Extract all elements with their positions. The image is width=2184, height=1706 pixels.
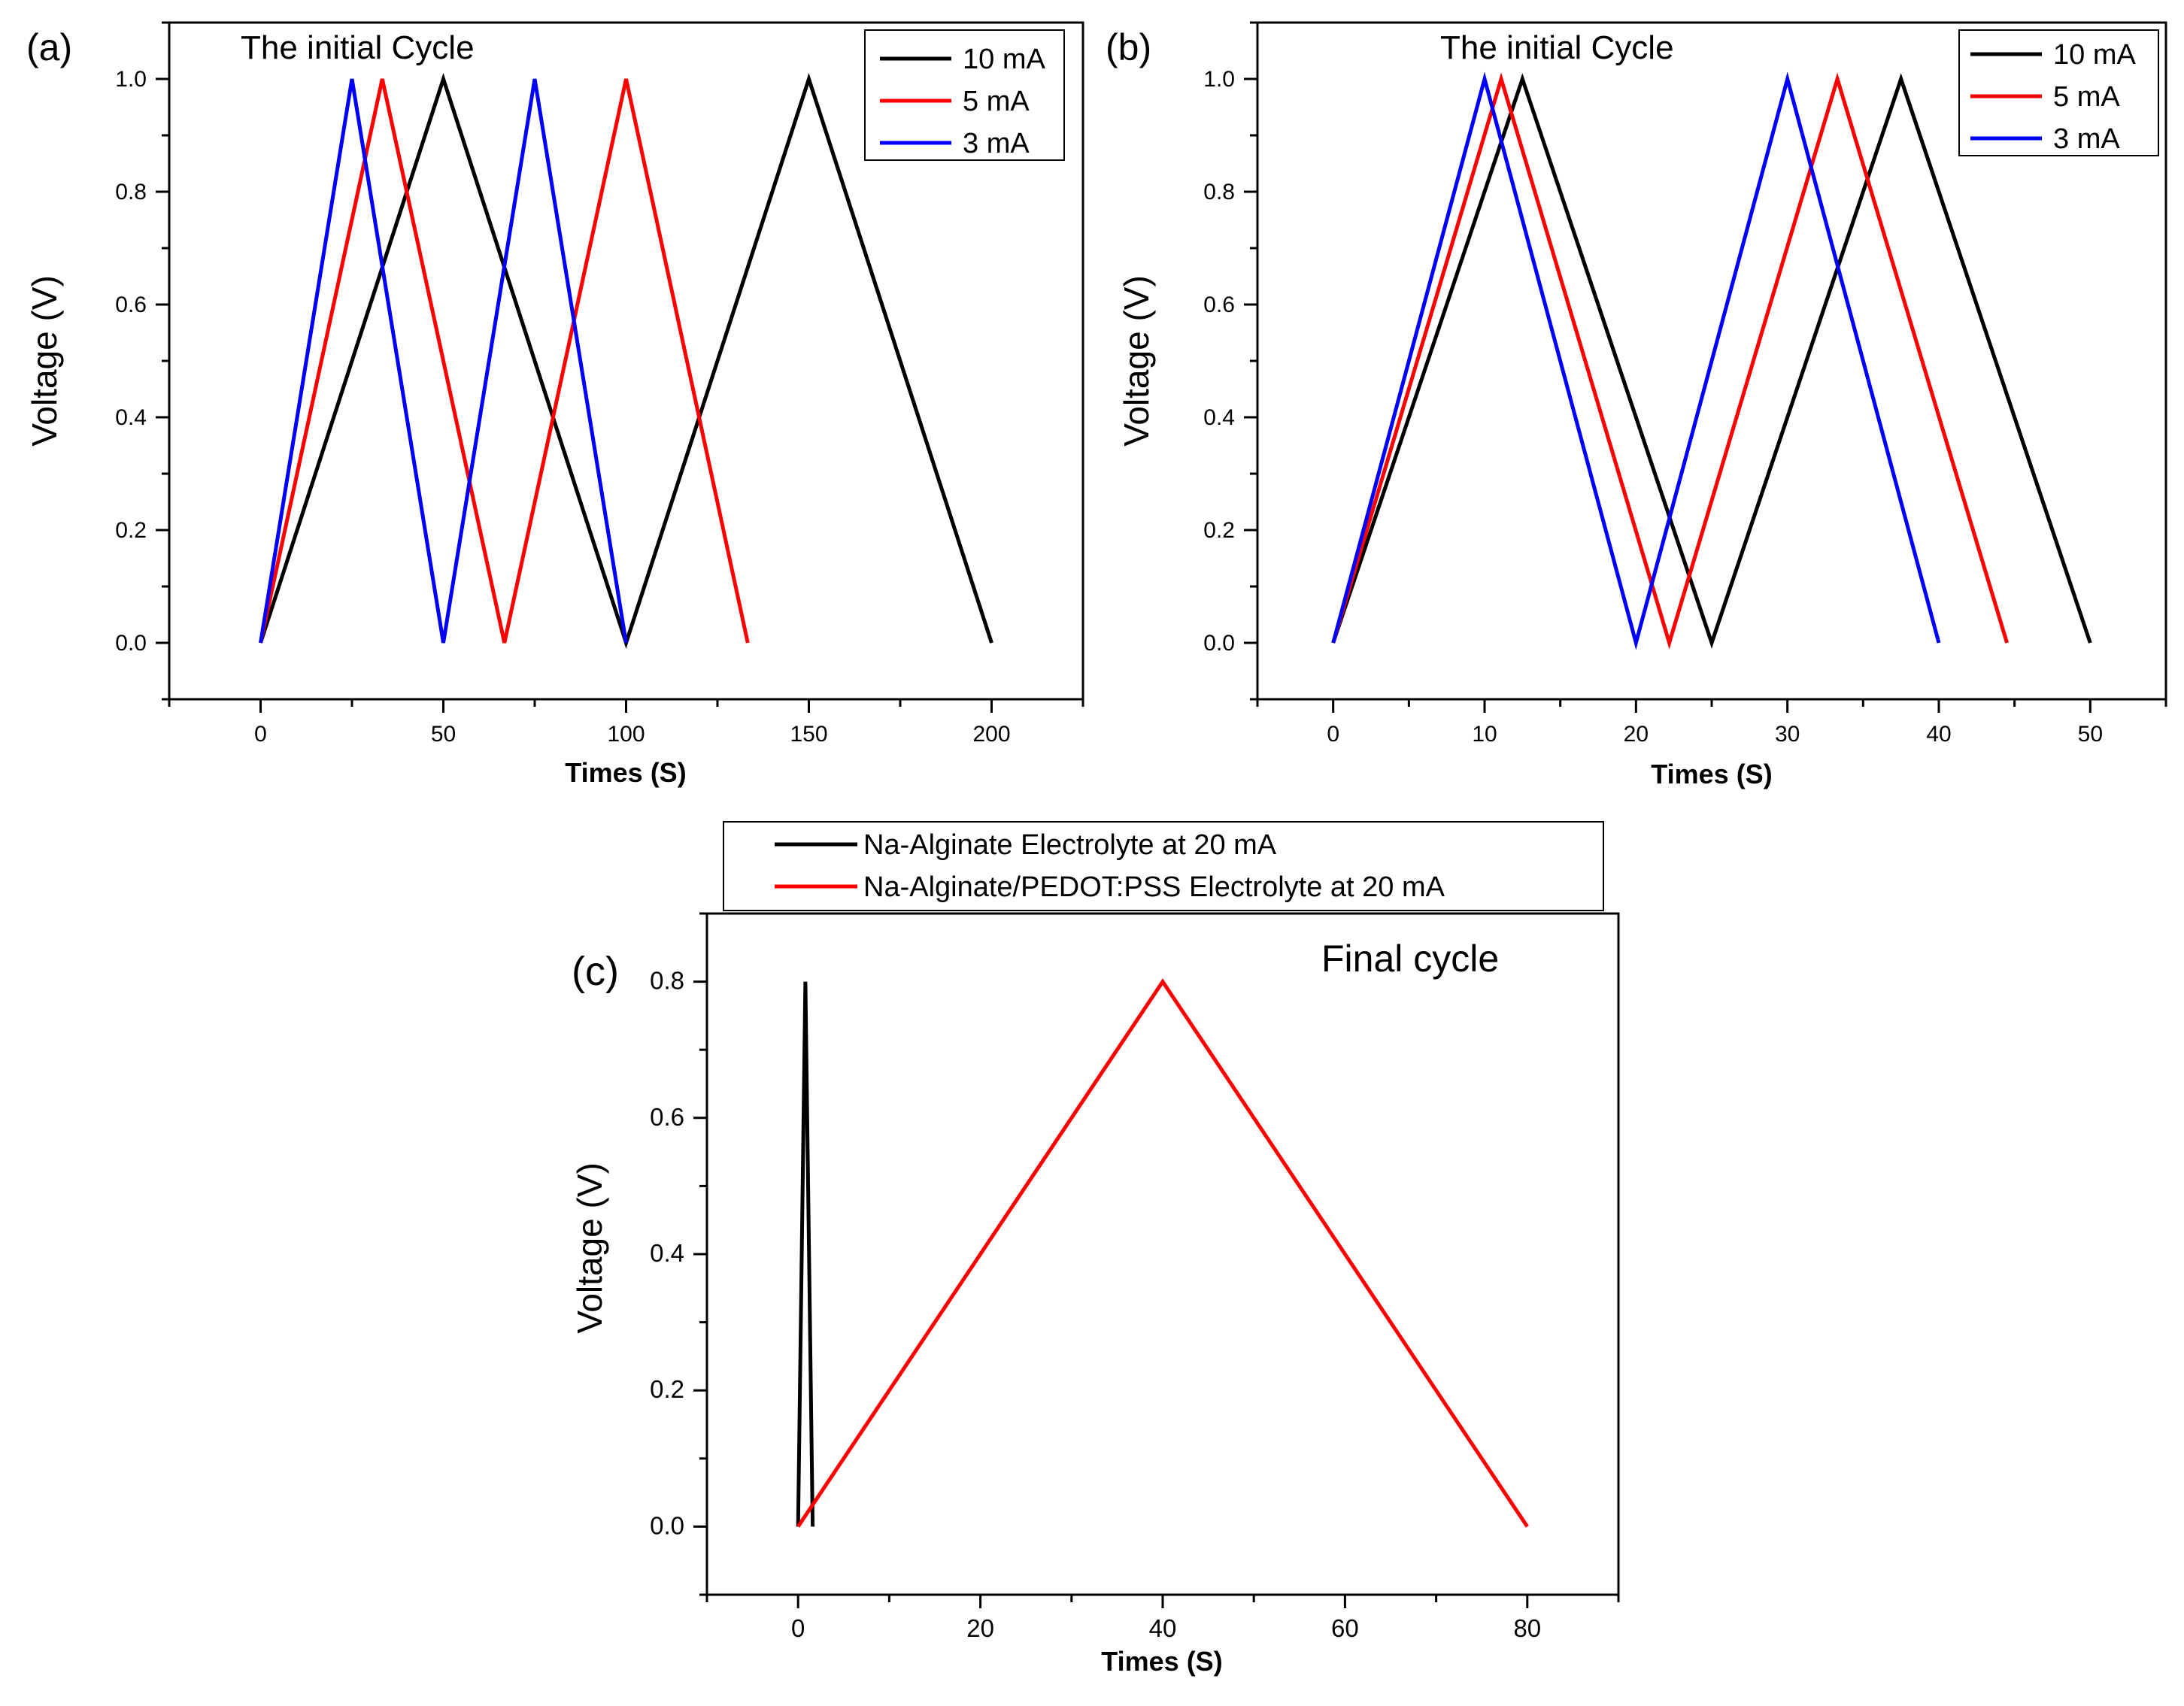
chart-panel-2: 0 20 40 60 80 0.0 0.2 0.4 0.6 0.8 Times (S) Voltage… — [570, 821, 1620, 1677]
y-tick-label: 0.8 — [1203, 180, 1235, 205]
legend-entry: 5 mA — [963, 86, 1030, 117]
series-line-3-ma — [1331, 71, 1941, 650]
y-tick-label: 0.6 — [1203, 292, 1235, 317]
panel-label: (b) — [1106, 26, 1151, 68]
y-tick-label: 0.2 — [650, 1375, 684, 1403]
x-tick-label: 60 — [1331, 1614, 1359, 1642]
series-line-5-ma — [1331, 72, 2009, 650]
series-line-na-alginate-pedot-pss-electrolyte-at-20-ma — [796, 978, 1529, 1528]
x-tick-label: 50 — [2078, 722, 2103, 747]
x-tick-label: 100 — [607, 722, 645, 747]
x-tick-label: 0 — [791, 1614, 805, 1642]
x-tick-label: 200 — [972, 722, 1010, 747]
y-axis-label: Voltage (V) — [1117, 275, 1156, 447]
legend-box — [723, 821, 1604, 911]
legend-entry: 10 mA — [2053, 39, 2136, 71]
y-tick-label: 0.2 — [1203, 518, 1235, 543]
series-line-10-ma — [1331, 73, 2092, 649]
legend-entry: Na-Alginate/PEDOT:PSS Electrolyte at 20 … — [863, 871, 1445, 903]
x-axis-label: Times (S) — [1101, 1646, 1222, 1677]
chart-title: The initial Cycle — [1440, 29, 1674, 66]
y-tick-label: 0.2 — [115, 518, 147, 543]
legend-entry: 3 mA — [2053, 123, 2120, 155]
y-tick-label: 0.0 — [650, 1511, 684, 1539]
panel-label: (a) — [26, 26, 72, 68]
y-tick-label: 0.0 — [115, 631, 147, 656]
legend-entry: 3 mA — [963, 128, 1030, 159]
x-axis-label: Times (S) — [1651, 759, 1772, 789]
y-tick-label: 1.0 — [115, 67, 147, 92]
y-tick-label: 0.0 — [1203, 631, 1235, 656]
y-tick-label: 1.0 — [1203, 67, 1235, 92]
plot-frame — [705, 912, 1620, 1596]
y-axis-label: Voltage (V) — [570, 1162, 609, 1334]
x-tick-label: 0 — [254, 722, 267, 747]
y-tick-label: 0.8 — [115, 180, 147, 205]
legend-entry: 10 mA — [963, 44, 1045, 75]
x-tick-label: 20 — [1624, 722, 1649, 747]
chart-panel-0: 0 50 100 150 200 0.0 0.2 0.4 0.6 0.8 1.0 Times (S) V… — [25, 21, 1084, 788]
legend-entry: 5 mA — [2053, 81, 2120, 113]
chart-title: Final cycle — [1321, 938, 1499, 980]
y-tick-label: 0.8 — [650, 967, 684, 995]
x-tick-label: 10 — [1472, 722, 1497, 747]
y-tick-label: 0.4 — [1203, 405, 1235, 430]
chart-panel-1: 0 10 20 30 40 50 0.0 0.2 0.4 0.6 0.8 1.0 Times (S) Vo… — [1106, 21, 2167, 789]
x-tick-label: 40 — [1926, 722, 1951, 747]
y-tick-label: 0.6 — [650, 1103, 684, 1131]
x-tick-label: 20 — [966, 1614, 994, 1642]
x-tick-label: 30 — [1775, 722, 1800, 747]
legend-entry: Na-Alginate Electrolyte at 20 mA — [863, 829, 1277, 861]
series-line-10-ma — [259, 72, 993, 650]
y-tick-label: 0.6 — [115, 292, 147, 317]
y-tick-label: 0.4 — [650, 1239, 684, 1267]
legend-box — [1958, 29, 2159, 156]
x-tick-label: 0 — [1327, 722, 1339, 747]
series-line-3-ma — [259, 78, 628, 644]
x-axis-label: Times (S) — [565, 757, 686, 788]
x-tick-label: 40 — [1149, 1614, 1177, 1642]
chart-title: The initial Cycle — [241, 29, 475, 66]
panel-label: (c) — [572, 949, 619, 994]
series-line-5-ma — [259, 78, 750, 644]
x-tick-label: 150 — [790, 722, 827, 747]
y-axis-label: Voltage (V) — [25, 275, 64, 447]
x-tick-label: 80 — [1513, 1614, 1541, 1642]
y-tick-label: 0.4 — [115, 405, 147, 430]
series-line-na-alginate-electrolyte-at-20-ma — [796, 981, 815, 1527]
x-tick-label: 50 — [431, 722, 456, 747]
legend-box — [864, 29, 1065, 161]
